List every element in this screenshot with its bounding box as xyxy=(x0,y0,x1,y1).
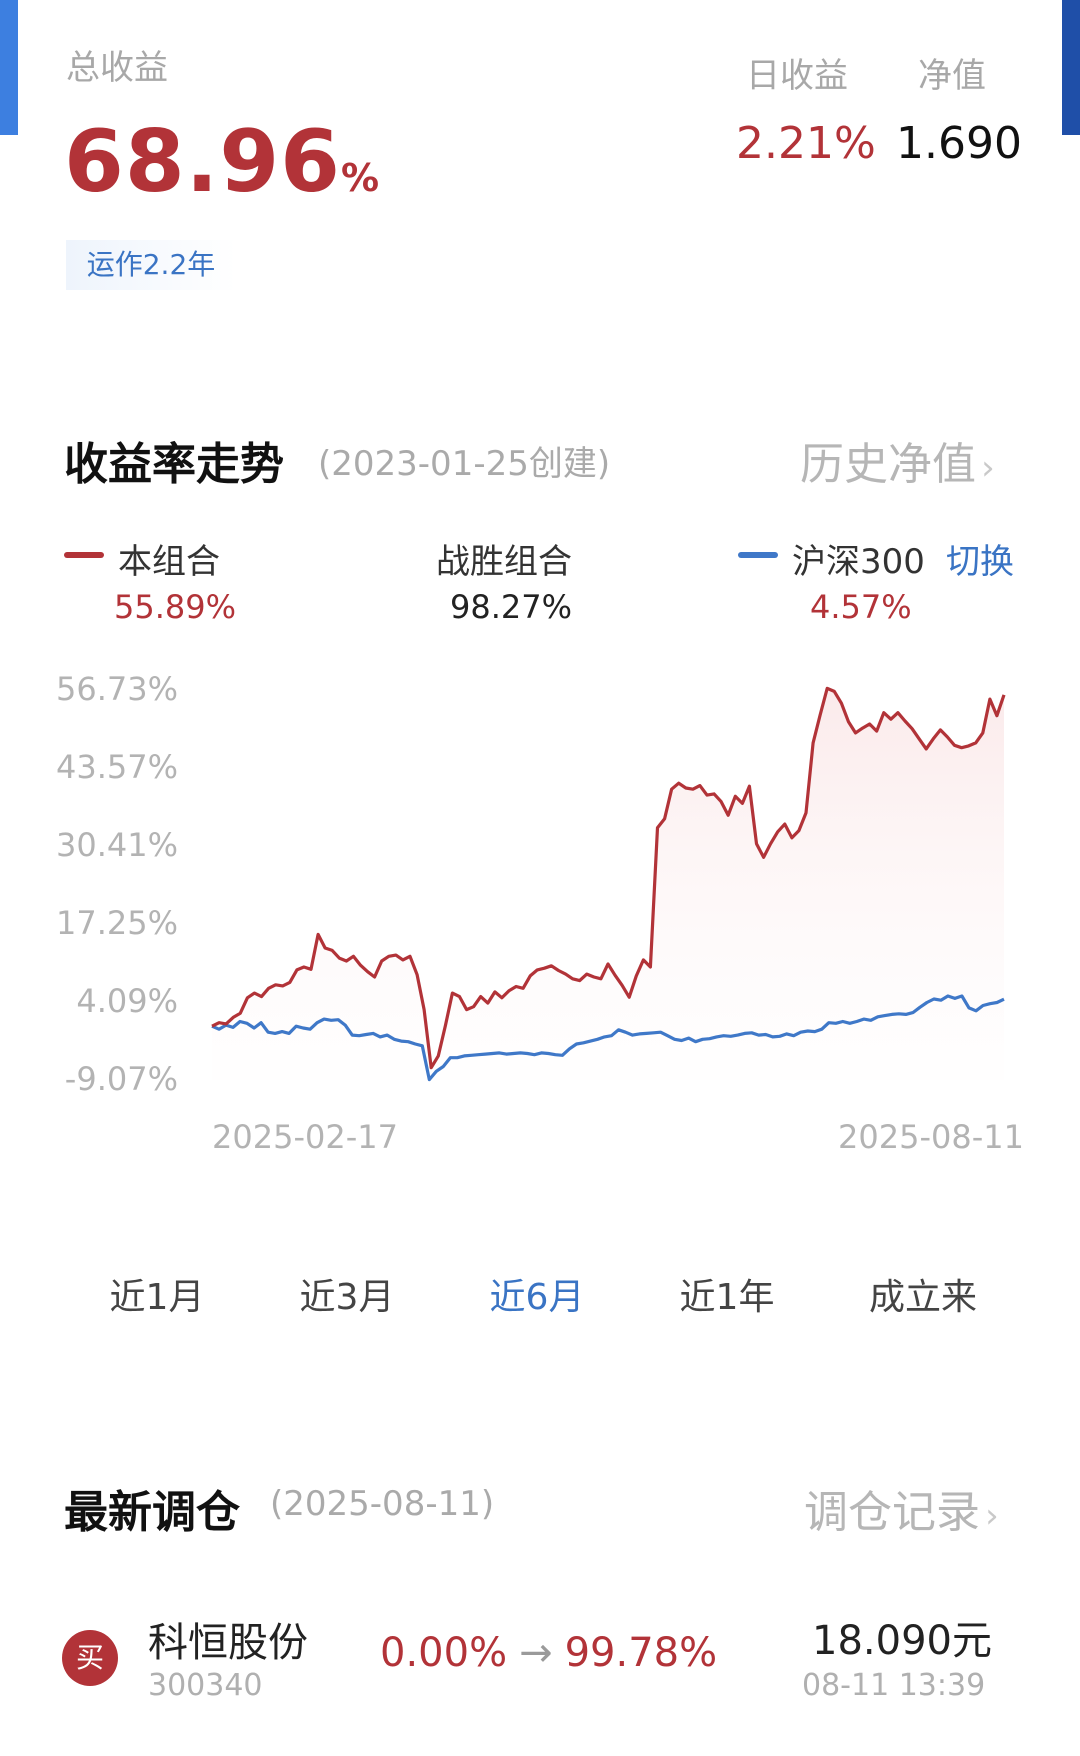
trade-price: 18.090元 xyxy=(812,1618,992,1664)
position-change: 0.00% → 99.78% xyxy=(380,1630,717,1676)
x-end-label: 2025-08-11 xyxy=(838,1118,1024,1156)
buy-action-badge: 买 xyxy=(62,1630,118,1686)
return-trend-chart[interactable] xyxy=(0,0,1080,1160)
position-to: 99.78% xyxy=(564,1630,718,1676)
chevron-right-icon: › xyxy=(981,448,995,488)
right-edge-accent xyxy=(1062,0,1080,135)
y-tick-label: 56.73% xyxy=(55,670,178,708)
rebalance-record-link[interactable]: 调仓记录 › xyxy=(804,1476,999,1540)
total-return-value: 68.96% xyxy=(64,112,380,212)
portfolio-legend-line xyxy=(64,552,104,558)
arrow-right-icon: → xyxy=(519,1630,553,1676)
benchmark-legend-name: 沪深300 xyxy=(792,542,925,582)
portfolio-series-line xyxy=(211,686,1006,1070)
y-tick-label: 17.25% xyxy=(55,904,178,942)
range-tab-6m[interactable]: 近6月 xyxy=(489,1277,585,1318)
position-from: 0.00% xyxy=(380,1630,508,1676)
switch-benchmark-link[interactable]: 切换 xyxy=(946,542,1014,582)
chevron-right-icon: › xyxy=(985,1496,999,1536)
total-return-number: 68.96 xyxy=(64,112,342,212)
range-tab-1m[interactable]: 近1月 xyxy=(109,1277,205,1318)
range-tab-since-inception[interactable]: 成立来 xyxy=(868,1277,977,1318)
benchmark-legend-line xyxy=(738,552,778,558)
daily-return-value: 2.21% xyxy=(736,118,876,169)
total-return-label: 总收益 xyxy=(66,48,168,88)
trade-time: 08-11 13:39 xyxy=(802,1668,986,1703)
y-tick-label: 43.57% xyxy=(55,748,178,786)
trend-section-title: 收益率走势 xyxy=(64,439,284,490)
rebalance-record-link-label: 调仓记录 xyxy=(804,1487,980,1538)
history-nav-link-label: 历史净值 xyxy=(800,439,976,490)
left-edge-accent xyxy=(0,0,18,135)
stock-code: 300340 xyxy=(148,1668,263,1703)
daily-return-label: 日收益 xyxy=(746,56,848,96)
beat-label: 战胜组合 xyxy=(436,542,572,582)
beat-value: 98.27% xyxy=(450,588,573,626)
run-duration-badge: 运作2.2年 xyxy=(66,240,236,290)
y-tick-label: 4.09% xyxy=(76,982,178,1020)
rebalance-section-title: 最新调仓 xyxy=(64,1487,240,1538)
rebalance-date: (2025-08-11) xyxy=(270,1484,495,1524)
x-start-label: 2025-02-17 xyxy=(212,1118,398,1156)
portfolio-legend-name: 本组合 xyxy=(118,542,220,582)
trend-created-date: (2023-01-25创建) xyxy=(318,444,611,484)
range-tab-3m[interactable]: 近3月 xyxy=(299,1277,395,1318)
range-tab-1y[interactable]: 近1年 xyxy=(679,1277,775,1318)
nav-label: 净值 xyxy=(918,56,986,96)
benchmark-legend-value: 4.57% xyxy=(810,588,912,626)
stock-name[interactable]: 科恒股份 xyxy=(148,1620,308,1666)
history-nav-link[interactable]: 历史净值 › xyxy=(800,428,995,492)
nav-value: 1.690 xyxy=(896,118,1022,169)
y-tick-label: 30.41% xyxy=(55,826,178,864)
total-return-unit: % xyxy=(341,156,381,200)
portfolio-area-fill xyxy=(212,688,1004,1080)
benchmark-series-line xyxy=(211,994,1005,1082)
y-tick-label: -9.07% xyxy=(64,1060,178,1098)
portfolio-legend-value: 55.89% xyxy=(114,588,237,626)
